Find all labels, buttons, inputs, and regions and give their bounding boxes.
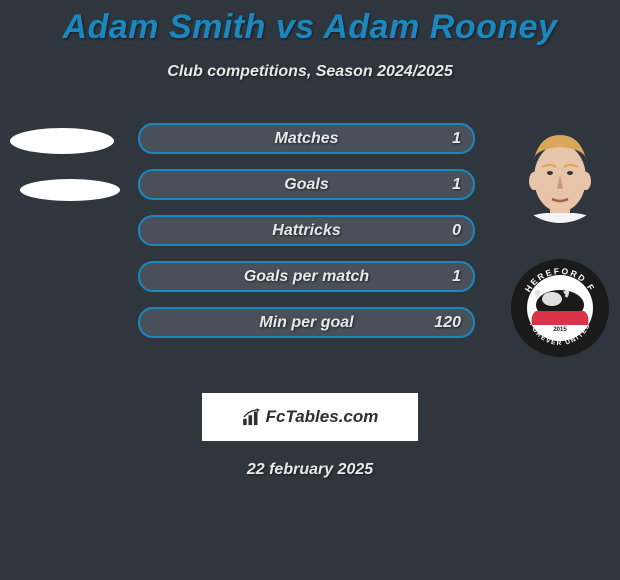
stat-bar: Min per goal 120 xyxy=(138,307,475,338)
brand-text: FcTables.com xyxy=(266,407,379,427)
stat-bar: Goals 1 xyxy=(138,169,475,200)
placeholder-ellipse xyxy=(10,128,114,154)
player-left-placeholder xyxy=(10,123,110,223)
stat-bar: Goals per match 1 xyxy=(138,261,475,292)
comparison-title: Adam Smith vs Adam Rooney xyxy=(0,0,620,47)
stat-bar: Matches 1 xyxy=(138,123,475,154)
player-face-icon xyxy=(510,123,610,223)
stat-label: Hattricks xyxy=(272,222,340,240)
club-crest-icon: HEREFORD F FOREVER UNITED 2015 xyxy=(510,253,610,363)
stat-value-right: 1 xyxy=(452,176,461,194)
club-right-badge: HEREFORD F FOREVER UNITED 2015 xyxy=(510,253,610,363)
stat-label: Goals xyxy=(284,176,328,194)
bars-icon xyxy=(242,408,264,426)
stat-label: Min per goal xyxy=(259,314,353,332)
stat-value-right: 120 xyxy=(434,314,461,332)
stats-area: HEREFORD F FOREVER UNITED 2015 Matches1G… xyxy=(0,123,620,363)
stat-label: Matches xyxy=(274,130,338,148)
stat-value-right: 1 xyxy=(452,130,461,148)
brand-box: FcTables.com xyxy=(202,393,418,441)
player-right-avatar xyxy=(510,123,610,223)
placeholder-ellipse xyxy=(20,179,120,201)
stat-value-right: 0 xyxy=(452,222,461,240)
comparison-date: 22 february 2025 xyxy=(0,461,620,479)
stats-bars: Matches 1 Goals 1 Hattricks 0 Goals per match 1… xyxy=(138,123,475,338)
stat-bar: Hattricks 0 xyxy=(138,215,475,246)
svg-text:2015: 2015 xyxy=(553,327,567,333)
stat-label: Goals per match xyxy=(244,268,369,286)
stat-value-right: 1 xyxy=(452,268,461,286)
fctables-logo: FcTables.com xyxy=(242,407,379,427)
comparison-subtitle: Club competitions, Season 2024/2025 xyxy=(0,63,620,81)
